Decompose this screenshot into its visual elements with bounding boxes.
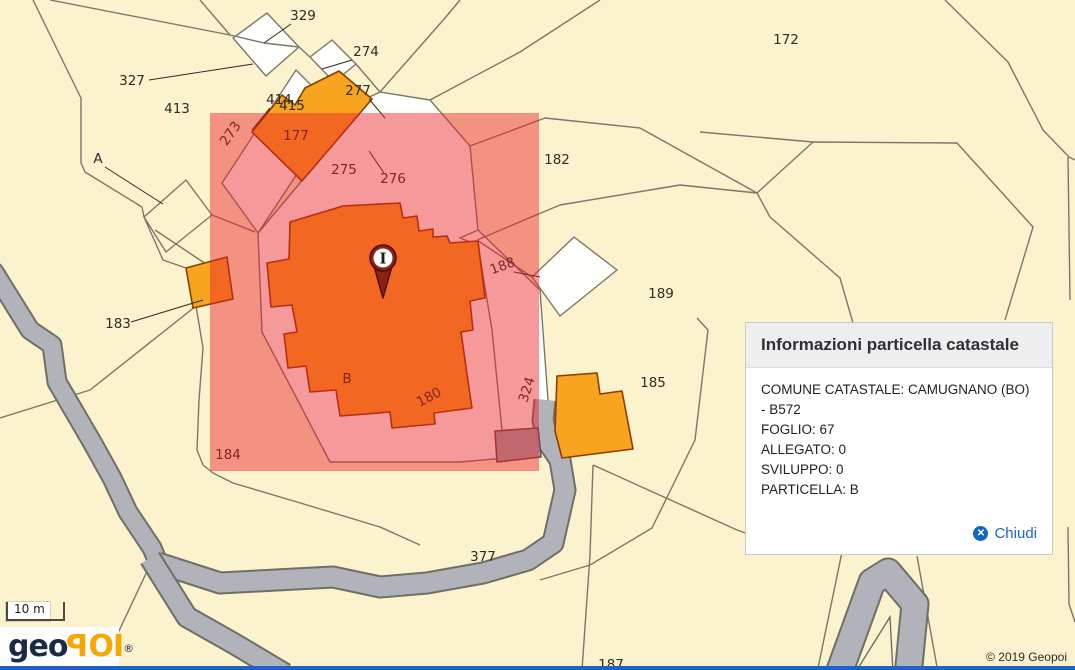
label-leader-188 (513, 271, 541, 278)
parcel-labels: 329274327413A414415277273177275276182172… (93, 8, 799, 670)
building-gray (494, 427, 542, 463)
map-label-177: 177 (283, 128, 309, 144)
building-177 (251, 70, 373, 182)
label-leader-274 (321, 59, 353, 70)
scale-box (5, 601, 51, 622)
close-button[interactable]: ✕ Chiudi (973, 525, 1037, 542)
label-leader-329 (263, 23, 292, 44)
map-label-B: B (342, 371, 351, 387)
map-label-189: 189 (648, 286, 674, 302)
map-label-172: 172 (773, 32, 799, 48)
bottom-blue-bar (0, 666, 1075, 670)
marker-letter: I (379, 250, 386, 268)
info-panel-header: Informazioni particella catastale (746, 323, 1052, 368)
info-line-comune: COMUNE CATASTALE: CAMUGNANO (BO) - B572 (761, 382, 1030, 417)
map-label-276: 276 (380, 171, 406, 187)
roads (0, 263, 930, 670)
info-line-foglio: FOGLIO: 67 (761, 422, 835, 437)
map-label-414: 414 (266, 92, 292, 108)
building-183 (185, 256, 234, 309)
info-line-allegato: ALLEGATO: 0 (761, 442, 847, 457)
scale-bracket (6, 602, 65, 621)
info-line-particella: PARTICELLA: B (761, 482, 859, 497)
scale-label: 10 m (14, 602, 45, 616)
info-panel-body: COMUNE CATASTALE: CAMUGNANO (BO) - B572 … (746, 368, 1052, 512)
selection-overlay (210, 113, 539, 471)
geopoi-logo: geo P OI ® (0, 627, 134, 667)
map-label-184: 184 (215, 447, 241, 463)
logo-text-geo: geo (8, 629, 68, 664)
map-label-277: 277 (345, 83, 371, 99)
label-leader-276 (368, 150, 385, 174)
scale-bar: 10 m (5, 600, 65, 622)
label-leader-414 (251, 107, 271, 131)
map-label-275: 275 (331, 162, 357, 178)
map-label-A: A (93, 151, 103, 167)
info-line-sviluppo: SVILUPPO: 0 (761, 462, 844, 477)
info-marker-pin[interactable]: I (369, 244, 397, 299)
parcel-188 (531, 236, 618, 317)
map-label-183: 183 (105, 316, 131, 332)
info-panel-title: Informazioni particella catastale (761, 335, 1019, 354)
label-leader-A (104, 166, 164, 205)
map-label-377: 377 (470, 549, 496, 565)
map-label-324: 324 (516, 375, 539, 404)
map-label-413: 413 (164, 101, 190, 117)
map-label-185: 185 (640, 375, 666, 391)
logo-registered-mark: ® (123, 641, 135, 655)
building-B-180 (266, 202, 486, 429)
map-label-274: 274 (353, 44, 379, 60)
map-label-182: 182 (544, 152, 570, 168)
label-leader-183 (130, 299, 204, 323)
building-185 (554, 372, 634, 459)
logo-text-oi: OI (88, 629, 124, 664)
close-icon[interactable]: ✕ (973, 526, 989, 541)
close-button-label[interactable]: Chiudi (994, 525, 1037, 542)
copyright-text: © 2019 Geopoi (986, 650, 1067, 664)
label-leader-327 (148, 63, 254, 81)
info-panel: Informazioni particella catastale COMUNE… (745, 322, 1053, 555)
buildings (185, 70, 634, 463)
map-label-327: 327 (119, 73, 145, 89)
map-label-329: 329 (290, 8, 316, 24)
logo-text-p: P (67, 629, 89, 664)
map-label-415: 415 (279, 98, 305, 114)
label-leader-277 (368, 98, 386, 119)
